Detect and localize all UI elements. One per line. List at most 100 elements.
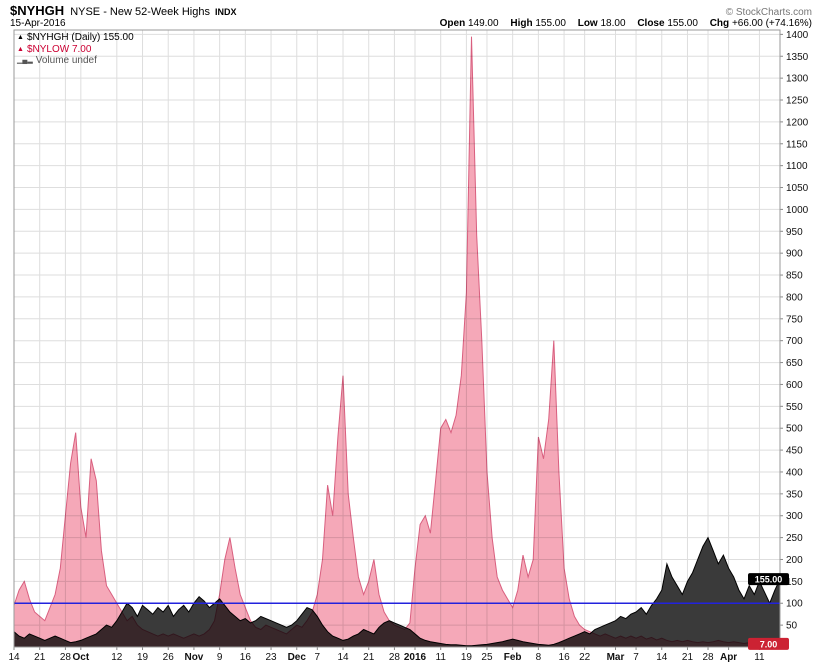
- x-axis-label: 19: [137, 652, 149, 663]
- low-value: 18.00: [600, 18, 626, 29]
- last-price-tag-text: 155.00: [755, 575, 783, 585]
- close-value: 155.00: [667, 18, 698, 29]
- y-axis-label: 350: [786, 489, 803, 500]
- y-axis-label: 1050: [786, 183, 809, 194]
- x-axis-label: 7: [315, 652, 321, 663]
- x-axis-label: 12: [111, 652, 123, 663]
- x-axis-label: 19: [461, 652, 473, 663]
- high-label: High: [510, 18, 533, 29]
- y-axis-label: 550: [786, 402, 803, 413]
- legend-item-nyhgh[interactable]: ▲ $NYHGH (Daily) 155.00: [17, 32, 134, 44]
- x-axis-label: 22: [579, 652, 591, 663]
- header-row-1: $NYHGH NYSE - New 52-Week Highs INDX © S…: [10, 3, 812, 18]
- legend-item-volume[interactable]: ▁▄▂ Volume undef: [17, 55, 134, 67]
- y-axis-label: 750: [786, 314, 803, 325]
- close-label: Close: [637, 18, 665, 29]
- y-axis-label: 50: [786, 621, 798, 632]
- x-axis-label: Nov: [184, 652, 203, 663]
- open-quote: Open 149.00: [440, 18, 499, 29]
- area-series-icon: ▲: [17, 34, 24, 42]
- x-axis-label: 21: [34, 652, 46, 663]
- y-axis-label: 200: [786, 555, 803, 566]
- y-axis-label: 400: [786, 467, 803, 478]
- x-axis-label: 9: [217, 652, 223, 663]
- legend-item-nylow[interactable]: ▲ $NYLOW 7.00: [17, 44, 134, 56]
- area-series-icon: ▲: [17, 45, 24, 53]
- y-axis-label: 150: [786, 577, 803, 588]
- x-axis-label: 25: [481, 652, 493, 663]
- low-quote: Low 18.00: [578, 18, 626, 29]
- x-axis-label: 28: [389, 652, 401, 663]
- copyright-link[interactable]: © StockCharts.com: [725, 7, 812, 18]
- chg-value: +66.00 (+74.16%): [731, 18, 812, 29]
- y-axis-label: 1350: [786, 52, 809, 63]
- x-axis-label: 16: [240, 652, 252, 663]
- exchange-label: INDX: [214, 7, 237, 17]
- y-axis-label: 250: [786, 533, 803, 544]
- legend-label-nylow: $NYLOW 7.00: [26, 43, 92, 55]
- chart-header: $NYHGH NYSE - New 52-Week Highs INDX © S…: [0, 0, 820, 29]
- y-axis-label: 300: [786, 511, 803, 522]
- x-axis-label: 14: [337, 652, 349, 663]
- x-axis-label: 21: [682, 652, 694, 663]
- y-axis-label: 1000: [786, 205, 809, 216]
- open-value: 149.00: [467, 18, 499, 29]
- x-axis-label: 11: [754, 652, 765, 663]
- y-axis-label: 600: [786, 380, 803, 391]
- y-axis-label: 450: [786, 446, 803, 457]
- chart-date: 15-Apr-2016: [10, 18, 66, 29]
- plot-border: [13, 29, 781, 648]
- y-axis-label: 500: [786, 424, 803, 435]
- low-label: Low: [577, 18, 598, 29]
- symbol: $NYHGH: [10, 3, 65, 18]
- x-axis-label: Feb: [504, 652, 522, 663]
- high-value: 155.00: [535, 18, 566, 29]
- last-price-tag: [748, 637, 789, 650]
- x-axis-label: Oct: [72, 652, 89, 663]
- chg-quote: Chg +66.00 (+74.16%): [710, 18, 812, 29]
- legend-label-volume: Volume undef: [35, 55, 97, 66]
- x-axis-label: 28: [60, 652, 72, 663]
- x-axis-label: 16: [559, 652, 571, 663]
- open-label: Open: [439, 18, 466, 29]
- last-price-tag: [748, 573, 789, 586]
- chart-area: 50 100 150 200 250 300 350 400 450 500 550 600 650 70…: [0, 28, 820, 668]
- y-axis-label: 700: [786, 336, 803, 347]
- quote-summary: Open 149.00 High 155.00 Low 18.00 Close …: [431, 18, 812, 29]
- close-quote: Close 155.00: [637, 18, 698, 29]
- y-axis-label: 650: [786, 358, 803, 369]
- x-axis-label: 2016: [404, 652, 427, 663]
- x-axis-label: 7: [633, 652, 639, 663]
- x-axis-label: 14: [8, 652, 20, 663]
- y-axis-label: 950: [786, 227, 803, 238]
- y-axis-label: 1250: [786, 96, 809, 107]
- x-axis-label: Dec: [288, 652, 307, 663]
- x-axis-label: 11: [436, 652, 447, 663]
- price-chart: 50 100 150 200 250 300 350 400 450 500 550 600 650 70…: [8, 29, 809, 663]
- y-axis-label: 800: [786, 292, 803, 303]
- x-axis-label: 21: [363, 652, 375, 663]
- x-axis-label: Apr: [720, 652, 737, 663]
- chg-label: Chg: [709, 18, 730, 29]
- y-axis-label: 900: [786, 249, 803, 260]
- y-axis-label: 1150: [786, 139, 808, 150]
- y-axis-label: 1100: [786, 161, 808, 172]
- x-axis-label: 28: [702, 652, 714, 663]
- y-axis-label: 1400: [786, 30, 809, 41]
- plot-background: [14, 30, 780, 647]
- index-name: NYSE - New 52-Week Highs: [70, 6, 210, 18]
- legend-label-nyhgh: $NYHGH (Daily) 155.00: [26, 32, 134, 43]
- chart-legend: ▲ $NYHGH (Daily) 155.00 ▲ $NYLOW 7.00 ▁▄…: [17, 32, 134, 67]
- x-axis-label: 23: [265, 652, 277, 663]
- y-axis-label: 100: [786, 599, 803, 610]
- x-axis-label: 26: [163, 652, 175, 663]
- header-row-2: 15-Apr-2016 Open 149.00 High 155.00 Low …: [10, 18, 812, 29]
- y-axis-label: 1300: [786, 74, 809, 85]
- x-axis-label: Mar: [607, 652, 625, 663]
- nyhgh-area: [13, 536, 781, 648]
- high-quote: High 155.00: [510, 18, 566, 29]
- volume-bars-icon: ▁▄▂: [17, 57, 33, 65]
- y-axis-label: 1200: [786, 117, 809, 128]
- nylow-area: [13, 36, 781, 648]
- last-price-tag-text: 7.00: [760, 639, 778, 649]
